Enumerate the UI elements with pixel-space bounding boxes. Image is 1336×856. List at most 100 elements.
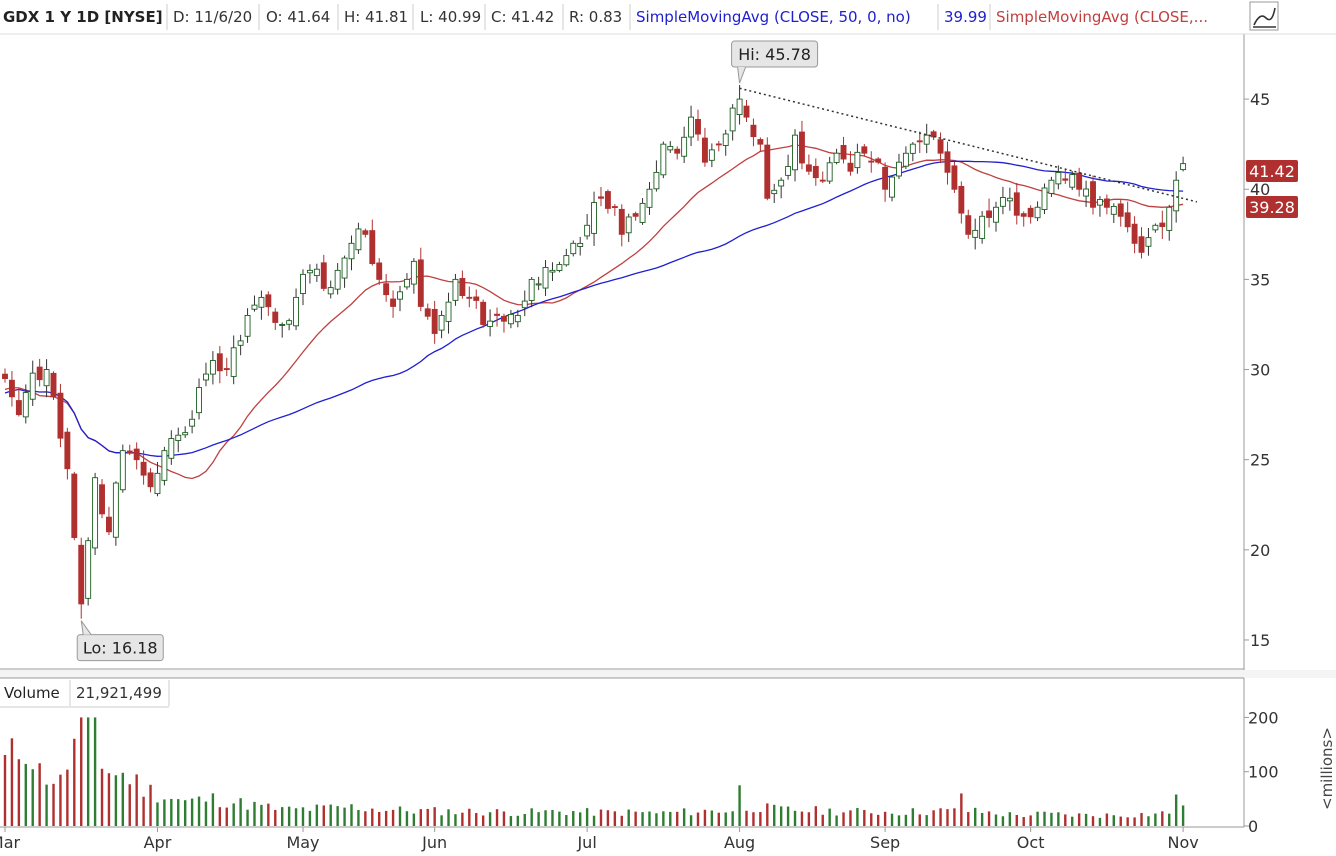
candle-body — [577, 242, 584, 247]
volume-bar — [731, 811, 734, 826]
candle-body — [230, 347, 237, 377]
volume-bar — [530, 808, 533, 826]
volume-bar — [1112, 815, 1115, 826]
candle — [126, 444, 133, 456]
candle-body — [840, 144, 847, 160]
volume-bar — [669, 811, 672, 826]
candle — [189, 410, 196, 434]
candle-body — [445, 301, 452, 322]
volume-bar — [773, 804, 776, 826]
volume-bar — [876, 814, 880, 826]
volume-bar — [121, 772, 125, 826]
volume-label[interactable]: Volume — [4, 684, 60, 702]
volume-bar — [10, 738, 14, 826]
candle — [986, 198, 993, 228]
x-axis: Mar Apr May Jun Jul Aug Sep Oct Nov — [0, 827, 1199, 852]
candle-body — [722, 133, 729, 146]
volume-bar — [1022, 816, 1025, 826]
candle-body — [431, 308, 438, 334]
candle — [1110, 203, 1117, 223]
price-tick-label: 15 — [1250, 631, 1270, 650]
volume-bar — [163, 799, 166, 826]
candle — [1013, 182, 1020, 225]
candle-body — [521, 300, 528, 309]
candle-body — [792, 134, 798, 171]
candle — [715, 140, 722, 152]
candle — [251, 295, 258, 312]
candle — [466, 286, 473, 308]
candle-body — [826, 162, 833, 182]
candle — [362, 228, 369, 238]
candle-body — [154, 472, 161, 495]
volume-header: Volume 21,921,499 — [0, 680, 170, 708]
header-symbol[interactable]: GDX 1 Y 1D [NYSE] — [3, 8, 163, 26]
x-tick-label: Nov — [1167, 833, 1198, 852]
candle — [951, 161, 958, 193]
candle — [487, 309, 494, 337]
candle — [64, 427, 71, 480]
pane-separator[interactable] — [0, 670, 1336, 678]
candle-body — [958, 185, 965, 214]
low-annotation: Lo: 16.18 — [76, 620, 164, 662]
candle — [965, 209, 972, 239]
candle-body — [459, 278, 466, 296]
candle-body — [1083, 188, 1090, 197]
candle — [320, 254, 327, 292]
candle — [785, 154, 792, 180]
x-tick-label: May — [286, 833, 319, 852]
candle-body — [999, 197, 1006, 207]
candle — [896, 153, 902, 180]
candle-body — [591, 202, 597, 234]
candle — [999, 186, 1006, 215]
sma-blue-label[interactable]: SimpleMovingAvg (CLOSE, 50, 0, no) — [636, 8, 911, 26]
candle-body — [1173, 179, 1180, 212]
volume-bar — [960, 793, 963, 826]
candle-body — [320, 262, 327, 289]
candle-body — [764, 144, 771, 199]
sma-red-label[interactable]: SimpleMovingAvg (CLOSE,... — [996, 8, 1208, 26]
volume-bar — [558, 811, 561, 826]
candle-body — [410, 260, 417, 285]
volume-bar — [565, 815, 568, 826]
volume-bar — [59, 774, 62, 826]
volume-bar — [953, 808, 956, 826]
candle — [618, 204, 625, 247]
candle — [237, 334, 244, 356]
candle-body — [570, 242, 577, 255]
candle — [1076, 167, 1083, 197]
annotation-text: Lo: 16.18 — [83, 639, 158, 658]
candle — [209, 351, 216, 385]
candle-body — [175, 434, 182, 442]
volume-bar — [343, 807, 346, 826]
volume-bar — [287, 806, 291, 826]
candle-body — [161, 450, 168, 481]
candle — [799, 120, 805, 170]
volume-bar — [488, 812, 492, 826]
resistance-trendline[interactable] — [739, 87, 1198, 203]
candle-body — [923, 134, 930, 145]
volume-bar — [724, 812, 727, 826]
candle — [1062, 169, 1069, 184]
volume-bar — [752, 812, 755, 826]
candle — [383, 274, 390, 302]
candle — [854, 143, 861, 174]
volume-bar — [461, 812, 464, 826]
volume-bar — [1154, 813, 1157, 826]
candle — [625, 213, 632, 242]
candle — [1117, 200, 1124, 227]
candle — [584, 214, 591, 240]
candle-body — [487, 320, 494, 327]
volume-bar — [1168, 813, 1171, 826]
x-tick-label: Jun — [421, 833, 447, 852]
candle — [695, 109, 701, 141]
volume-bar — [190, 798, 194, 826]
volume-bar — [578, 812, 582, 826]
volume-bar — [1071, 816, 1074, 826]
volume-bar — [156, 802, 159, 826]
price-tick-label: 20 — [1250, 541, 1270, 560]
chart-style-icon[interactable] — [1249, 1, 1279, 31]
candle — [861, 144, 868, 157]
candle-body — [854, 151, 861, 169]
volume-bar — [634, 811, 637, 826]
